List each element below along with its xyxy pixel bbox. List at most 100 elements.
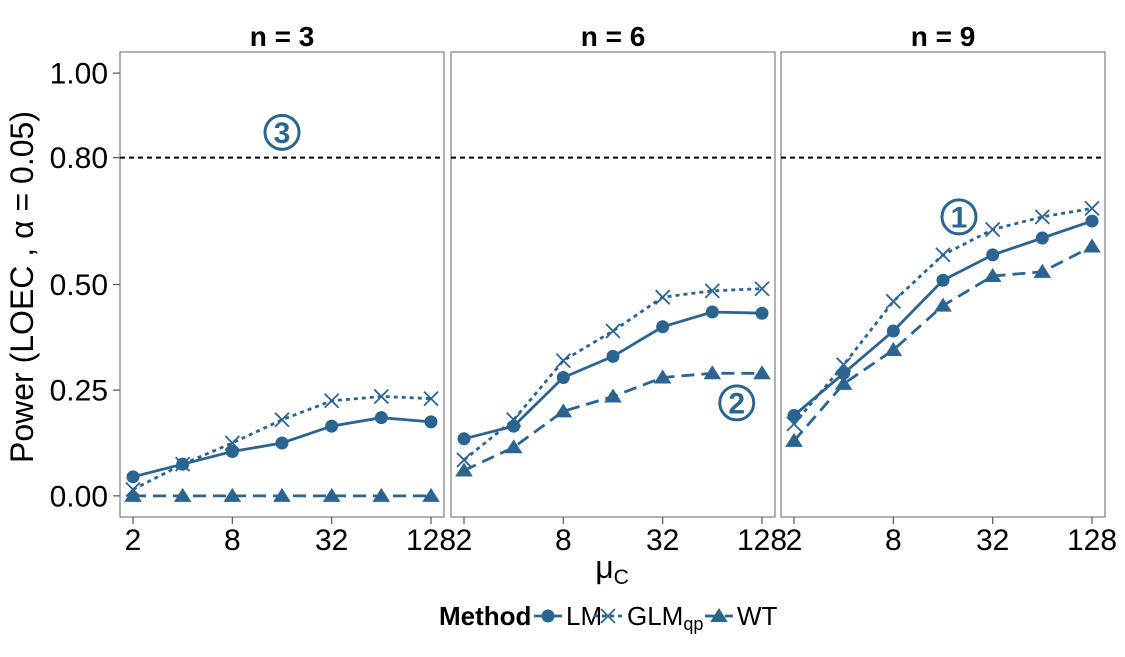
- annotation-circle: [940, 198, 978, 236]
- series-WT: [455, 365, 771, 477]
- series-GLMqp: [786, 200, 1100, 432]
- x-tick-label: 2: [456, 524, 473, 557]
- legend-label: WT: [737, 601, 778, 631]
- annotation-label: 1: [951, 201, 968, 234]
- annotation-circle: [263, 113, 301, 151]
- x-tick-label: 128: [406, 524, 456, 557]
- data-point: [424, 415, 438, 429]
- data-point: [985, 221, 1001, 238]
- data-point: [754, 281, 770, 297]
- data-point: [175, 456, 191, 472]
- data-point: [934, 297, 952, 312]
- y-axis: 0.00 0.25 0.50 0.80 1.00: [50, 58, 120, 513]
- data-point: [983, 268, 1002, 283]
- y-tick-label: 1.00: [50, 58, 108, 91]
- data-point: [274, 412, 290, 428]
- legend-key-marker: [710, 608, 728, 622]
- x-axis-title-main: μ: [595, 549, 613, 585]
- x-tick-label: 8: [885, 524, 902, 557]
- data-point: [1083, 238, 1101, 253]
- data-point: [1034, 209, 1050, 225]
- data-point: [1085, 214, 1099, 228]
- data-point: [886, 324, 900, 338]
- data-point: [604, 388, 622, 403]
- data-point: [834, 375, 853, 390]
- data-point: [456, 452, 472, 468]
- data-point: [837, 366, 851, 380]
- data-point: [273, 487, 291, 502]
- data-point: [423, 390, 439, 407]
- legend: Method LM GLMqp WT: [439, 601, 778, 634]
- panel-2: n = 6 2 8 32 128 2: [450, 21, 787, 557]
- data-point: [374, 411, 388, 425]
- data-point: [753, 365, 771, 380]
- y-axis-title: Power (LOEC , α = 0.05): [4, 111, 40, 463]
- series-LM: [787, 214, 1099, 423]
- data-point: [656, 320, 670, 334]
- y-tick-label: 0.25: [50, 375, 108, 408]
- data-point: [1035, 231, 1049, 245]
- data-point: [507, 419, 521, 433]
- x-tick-label: 128: [737, 524, 787, 557]
- y-tick-label: 0.50: [50, 269, 108, 302]
- data-point: [225, 444, 239, 458]
- data-point: [787, 409, 801, 423]
- data-point: [1084, 200, 1100, 217]
- annotation-circle: [718, 384, 756, 422]
- panel-title: n = 6: [581, 21, 646, 52]
- data-point: [124, 487, 142, 502]
- data-point: [322, 487, 341, 502]
- data-point: [457, 432, 471, 446]
- data-point: [703, 365, 722, 380]
- x-tick-label: 8: [555, 524, 572, 557]
- data-point: [173, 487, 192, 502]
- data-point: [836, 357, 852, 373]
- series-WT: [124, 487, 440, 502]
- legend-item-LM: LM: [534, 601, 602, 631]
- data-point: [936, 273, 950, 287]
- data-point: [372, 487, 391, 502]
- legend-label: GLMqp: [627, 601, 703, 634]
- x-tick-label: 32: [646, 524, 679, 557]
- x-tick-label: 8: [224, 524, 241, 557]
- annotation-2: 2: [718, 384, 756, 422]
- legend-key-marker: [600, 608, 616, 624]
- data-point: [704, 283, 720, 299]
- data-point: [755, 306, 769, 320]
- x-tick-label: 32: [315, 524, 348, 557]
- data-point: [455, 462, 473, 477]
- data-point: [653, 369, 672, 384]
- x-tick-label: 2: [125, 524, 142, 557]
- series-LM: [457, 305, 769, 446]
- data-point: [126, 470, 140, 484]
- data-point: [986, 248, 1000, 262]
- data-point: [373, 388, 389, 405]
- legend-item-WT: WT: [705, 601, 778, 631]
- panel-title: n = 3: [250, 21, 315, 52]
- data-point: [275, 436, 289, 450]
- x-axis-title: μC: [595, 549, 629, 589]
- panel-frame: [450, 51, 776, 518]
- data-point: [506, 412, 522, 428]
- data-point: [504, 439, 523, 454]
- data-point: [324, 393, 340, 409]
- data-point: [884, 342, 903, 357]
- legend-key-marker: [541, 609, 555, 623]
- data-point: [555, 352, 571, 369]
- annotation-3: 3: [263, 113, 301, 151]
- data-point: [705, 305, 719, 319]
- data-point: [786, 416, 802, 432]
- series-GLMqp: [456, 281, 770, 468]
- data-point: [885, 293, 901, 310]
- data-point: [785, 432, 803, 447]
- data-point: [224, 435, 240, 451]
- annotation-label: 3: [274, 117, 291, 150]
- data-point: [223, 487, 242, 502]
- annotation-label: 2: [728, 387, 745, 420]
- x-axis-title-sub: C: [614, 566, 629, 589]
- panel-3: n = 9 2 8 32 128 1: [780, 21, 1117, 557]
- data-point: [655, 289, 671, 305]
- series-WT: [785, 238, 1101, 447]
